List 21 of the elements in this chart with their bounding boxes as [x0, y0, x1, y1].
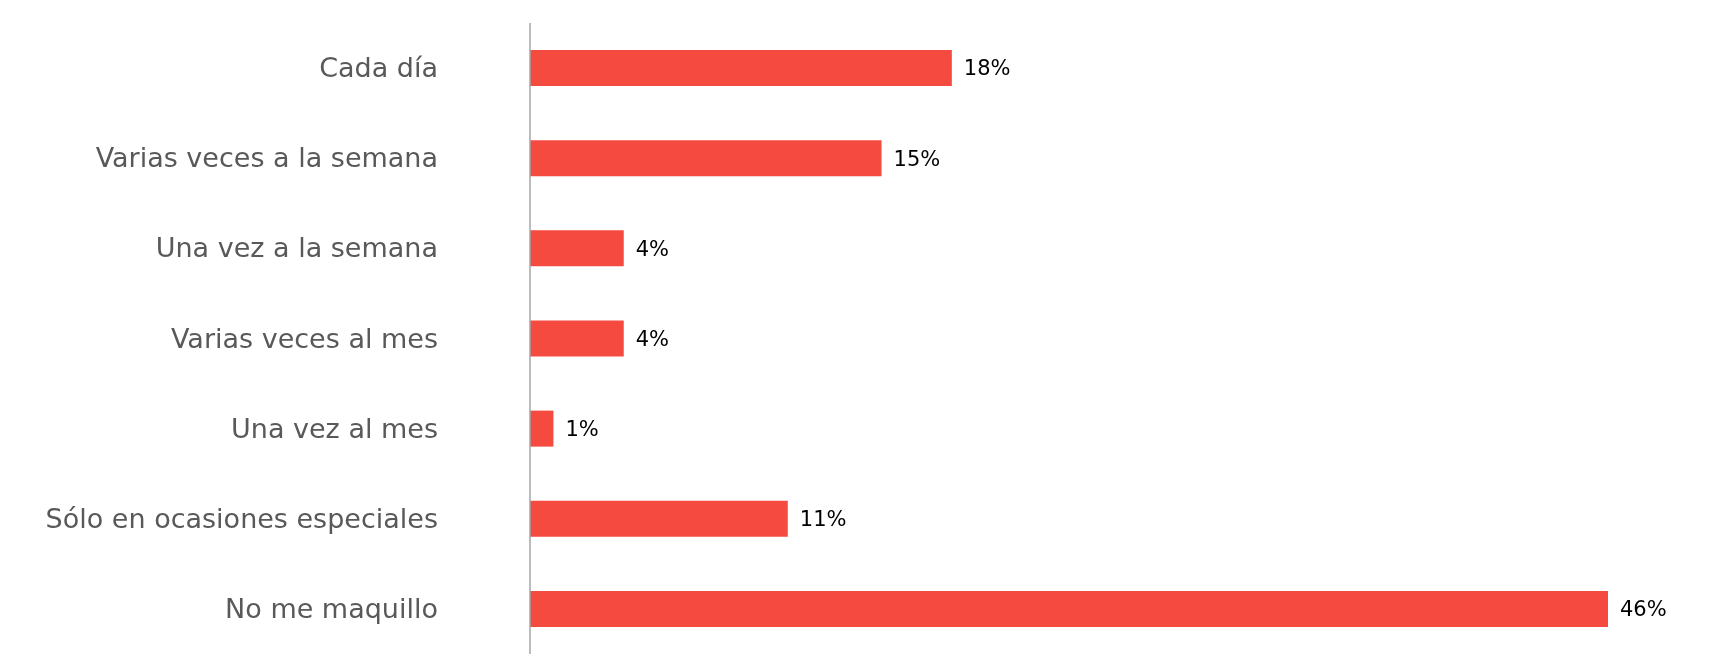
data-label: 15%: [893, 146, 941, 171]
y-tick-label: Varias veces a la semana: [95, 142, 438, 174]
y-tick-label: Cada día: [319, 52, 438, 84]
bar: [530, 320, 624, 357]
bar: [530, 230, 624, 267]
data-label: 18%: [963, 56, 1011, 81]
data-label: 1%: [565, 417, 599, 442]
y-tick-label: No me maquillo: [225, 592, 438, 624]
y-tick-label: Varias veces al mes: [170, 322, 438, 354]
bar: [530, 410, 554, 447]
y-tick-label: Una vez al mes: [231, 412, 438, 444]
bar: [530, 50, 952, 87]
data-label: 11%: [799, 507, 847, 532]
y-tick-label: Una vez a la semana: [155, 232, 438, 264]
bar: [530, 140, 882, 177]
y-tick-label: Sólo en ocasiones especiales: [45, 502, 438, 534]
data-label: 4%: [635, 326, 670, 351]
data-label: 46%: [1620, 597, 1667, 622]
bar: [530, 500, 788, 537]
bar: [530, 590, 1608, 627]
data-label: 4%: [635, 236, 670, 261]
